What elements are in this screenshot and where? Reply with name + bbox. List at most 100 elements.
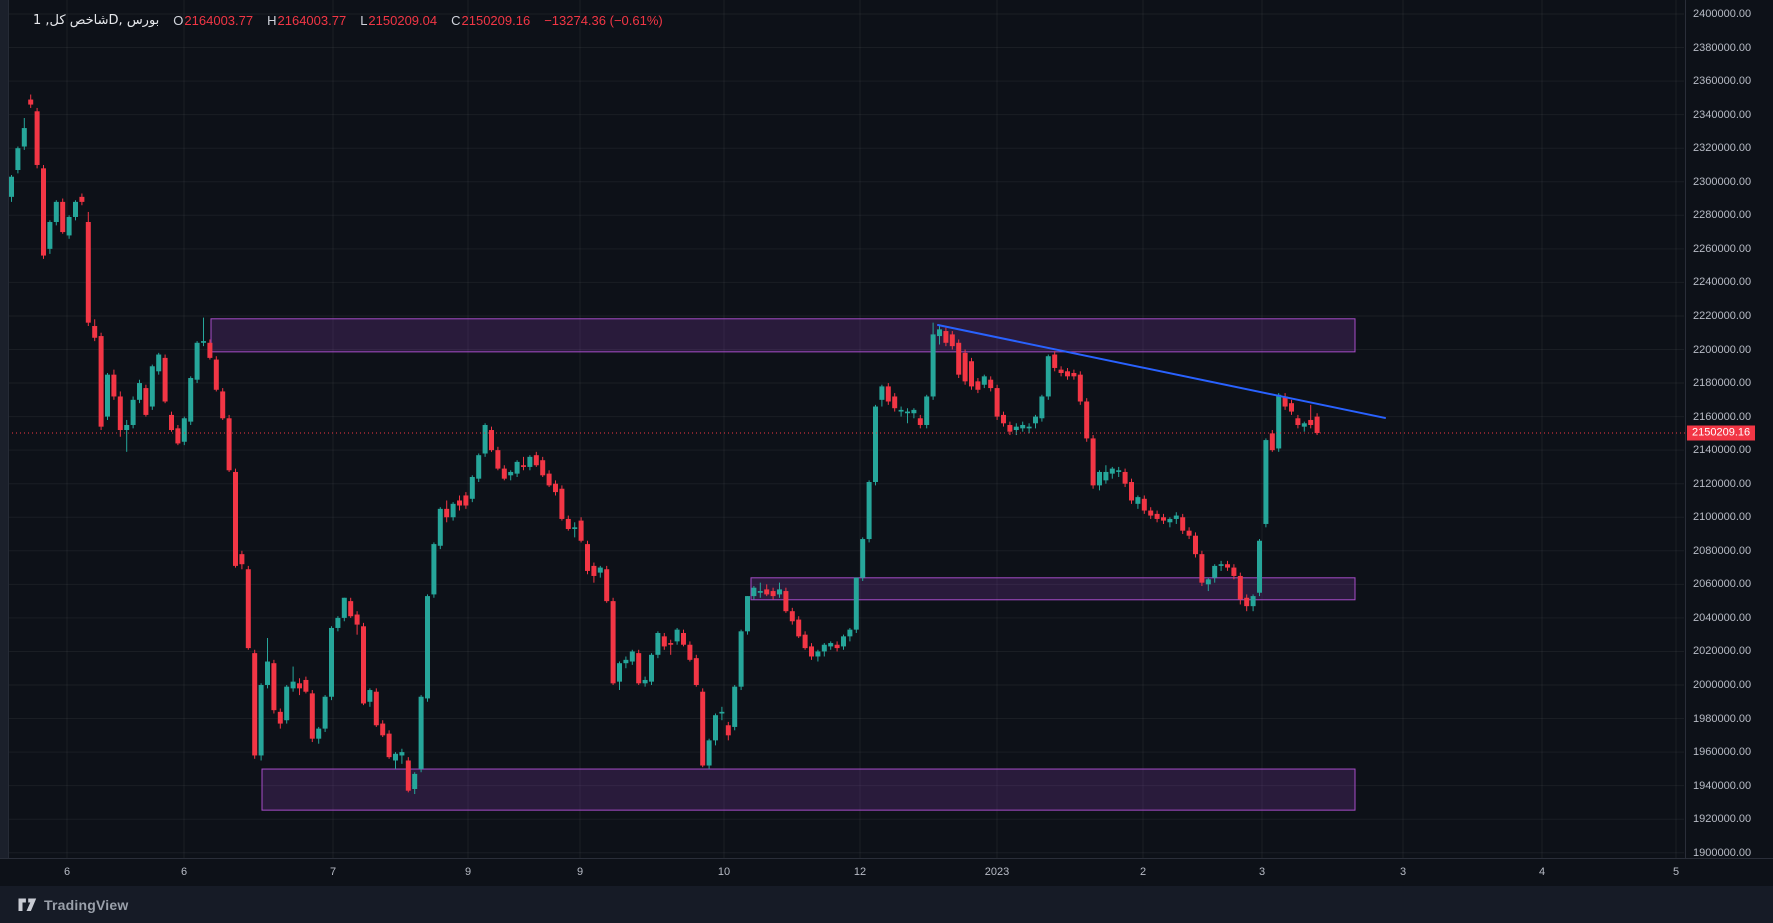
candle-body (1148, 510, 1154, 516)
candle-body (79, 196, 85, 202)
candle-body (949, 334, 955, 347)
candle-body (661, 636, 667, 647)
price-tick-label: 2060000.00 (1693, 578, 1752, 591)
candle-body (981, 376, 987, 385)
candle-body (361, 626, 366, 704)
time-tick-label: 10 (717, 866, 731, 878)
candle-body (303, 679, 309, 692)
price-tick-label: 2020000.00 (1693, 645, 1752, 658)
candle-body (130, 399, 136, 425)
ohlc-values: O 2164003.77 H 2164003.77 L 2150209.04 C 215… (173, 13, 530, 28)
candle-body (1250, 596, 1256, 607)
candle-body (85, 222, 91, 323)
candle-body (1237, 575, 1243, 600)
candle-body (469, 476, 475, 499)
candle-body (169, 414, 174, 431)
candle-body (853, 577, 859, 630)
candle-body (591, 565, 597, 576)
candle-body (1090, 438, 1096, 486)
candle-body (578, 520, 584, 541)
trendline[interactable] (937, 324, 1386, 419)
candle-body (341, 597, 347, 618)
candle-body (1289, 403, 1294, 412)
candle-body (655, 632, 661, 655)
candle-body (1141, 498, 1147, 511)
candle-body (1007, 424, 1013, 432)
candle-body (1026, 426, 1032, 429)
candle-body (873, 406, 878, 483)
candle-body (713, 715, 718, 741)
candle-body (450, 503, 456, 518)
candle-body (719, 711, 725, 714)
candle-body (117, 396, 123, 431)
candle-body (60, 201, 66, 233)
candle-body (501, 468, 507, 479)
candle-body (994, 388, 1000, 417)
tradingview-logo[interactable]: TradingView (18, 897, 128, 913)
candle-body (201, 341, 206, 343)
candle-body (1263, 440, 1269, 524)
candle-body (348, 601, 354, 617)
candle-body (917, 418, 923, 425)
time-tick-label: 12 (853, 866, 867, 878)
candle-body (604, 569, 610, 602)
candle-body (706, 740, 712, 766)
candle-body (1058, 369, 1064, 373)
candle-body (1097, 471, 1102, 486)
candle-body (700, 691, 706, 766)
candle-body (809, 646, 814, 657)
candle-body (28, 99, 34, 105)
candle-body (495, 450, 501, 469)
time-axis[interactable]: 6 6 7 9 9 10 12 2023 2 3 3 4 5 (0, 858, 1773, 887)
candle-body (335, 617, 341, 628)
candle-body (546, 473, 552, 486)
candle-body (802, 634, 808, 649)
candle-body (629, 651, 635, 662)
candle-body (207, 342, 213, 358)
symbol-title[interactable]: شاخص كل, 1D, بورس (33, 13, 160, 28)
candle-body (565, 518, 571, 529)
current-price-label: 2150209.16 (1687, 425, 1756, 441)
candle-body (1180, 517, 1186, 531)
candle-body (41, 168, 46, 256)
candle-body (1167, 518, 1173, 523)
candle-body (162, 357, 168, 402)
candle-body (73, 201, 78, 217)
price-axis[interactable]: 2150209.16 2400000.00 2380000.00 2360000.0… (1685, 0, 1773, 886)
candle-body (284, 686, 290, 721)
candle-body (399, 752, 405, 756)
chart-canvas[interactable] (0, 0, 1685, 858)
candle-body (821, 644, 827, 652)
candle-body (21, 128, 27, 147)
supply-demand-zone-2[interactable] (750, 577, 1356, 601)
price-tick-label: 2000000.00 (1693, 679, 1752, 691)
candle-body (1269, 433, 1275, 451)
candle-body (1122, 471, 1128, 484)
candle-body (437, 508, 443, 546)
candle-body (956, 342, 962, 375)
candle-body (732, 686, 738, 727)
candle-body (693, 658, 699, 685)
candle-body (418, 696, 424, 769)
candle-body (463, 495, 469, 506)
candle-body (969, 361, 974, 387)
price-tick-label: 2400000.00 (1693, 8, 1752, 20)
candle-body (540, 460, 546, 476)
change-value: −13274.36 (−0.61%) (544, 13, 663, 28)
price-tick-label: 2360000.00 (1693, 75, 1752, 88)
candle-body (527, 456, 533, 467)
candle-body (124, 424, 130, 431)
candle-body (233, 471, 238, 566)
supply-demand-zone-1[interactable] (210, 318, 1356, 353)
candle-body (636, 653, 642, 684)
price-tick-label: 2200000.00 (1693, 343, 1752, 356)
candle-body (105, 374, 110, 417)
candle-body (1077, 374, 1083, 402)
candle-body (674, 629, 680, 642)
candle-body (1033, 416, 1038, 424)
low-value: 2150209.04 (368, 13, 438, 28)
candle-body (815, 651, 821, 657)
supply-demand-zone-3[interactable] (261, 768, 1356, 811)
candle-body (1154, 513, 1160, 519)
candle-body (770, 591, 776, 597)
